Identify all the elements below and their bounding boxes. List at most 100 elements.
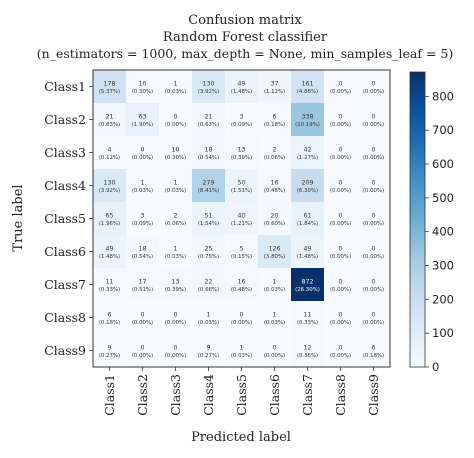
cell-count-label: 17 (138, 279, 146, 286)
heatmap-cell (126, 136, 160, 170)
cell-count-label: 49 (303, 246, 311, 253)
cell-percent-label: (0.00%) (363, 89, 384, 95)
cell-count-label: 9 (206, 345, 210, 352)
cell-percent-label: (0.18%) (363, 353, 384, 359)
cell-count-label: 12 (303, 345, 311, 352)
cell-count-label: 0 (338, 213, 342, 220)
heatmap-cell (258, 202, 292, 236)
cell-percent-label: (0.15%) (231, 254, 252, 260)
cell-count-label: 0 (140, 147, 144, 154)
cell-percent-label: (0.00%) (165, 122, 186, 128)
heatmap-cell (357, 334, 391, 368)
heatmap-cell (324, 235, 358, 269)
heatmap-cell (324, 334, 358, 368)
heatmap-cell (93, 301, 127, 335)
cell-count-label: 209 (301, 180, 313, 187)
heatmap-cell (291, 70, 325, 104)
cell-percent-label: (0.30%) (132, 89, 153, 95)
cell-count-label: 872 (301, 279, 313, 286)
cell-percent-label: (0.39%) (231, 155, 252, 161)
cell-count-label: 0 (371, 279, 375, 286)
chart-subtitle: Random Forest classifier (163, 30, 328, 45)
cell-count-label: 0 (239, 312, 243, 319)
cell-percent-label: (0.12%) (99, 155, 120, 161)
cell-percent-label: (0.63%) (198, 122, 219, 128)
cell-count-label: 22 (204, 279, 212, 286)
cell-percent-label: (0.06%) (264, 155, 285, 161)
heatmap-cell (225, 136, 259, 170)
heatmap-cell (225, 334, 259, 368)
heatmap-cell (192, 70, 226, 104)
cell-percent-label: (0.00%) (330, 122, 351, 128)
cell-count-label: 1 (173, 246, 177, 253)
cell-count-label: 18 (204, 147, 212, 154)
heatmap-cell (159, 235, 193, 269)
heatmap-cell (93, 70, 127, 104)
cell-percent-label: (4.86%) (297, 89, 318, 95)
heatmap-cell (192, 235, 226, 269)
cell-percent-label: (0.36%) (297, 353, 318, 359)
chart-title: Confusion matrix (188, 13, 302, 28)
heatmap-cell (357, 202, 391, 236)
cell-count-label: 20 (270, 213, 278, 220)
cell-percent-label: (1.48%) (99, 254, 120, 260)
cell-percent-label: (0.00%) (132, 155, 153, 161)
cell-percent-label: (1.51%) (231, 188, 252, 194)
cell-count-label: 0 (371, 114, 375, 121)
heatmap-cell (291, 169, 325, 203)
cell-percent-label: (1.54%) (198, 221, 219, 227)
cell-count-label: 0 (371, 213, 375, 220)
cell-count-label: 50 (237, 180, 245, 187)
cell-percent-label: (26.30%) (295, 287, 320, 293)
cell-count-label: 18 (138, 246, 146, 253)
cell-count-label: 25 (204, 246, 212, 253)
cell-percent-label: (0.06%) (165, 221, 186, 227)
heatmap-cell (225, 235, 259, 269)
cell-percent-label: (0.00%) (363, 221, 384, 227)
heatmap-cell (126, 334, 160, 368)
cell-count-label: 3 (140, 213, 144, 220)
heatmap-cell (291, 235, 325, 269)
cell-percent-label: (0.00%) (363, 287, 384, 293)
cell-count-label: 0 (338, 114, 342, 121)
row-tick-label: Class7 (44, 277, 86, 292)
heatmap-cell (324, 169, 358, 203)
cell-count-label: 51 (204, 213, 212, 220)
cell-count-label: 0 (338, 246, 342, 253)
cell-percent-label: (0.03%) (165, 89, 186, 95)
cell-percent-label: (6.30%) (297, 188, 318, 194)
cell-percent-label: (0.00%) (363, 188, 384, 194)
heatmap-cell (192, 301, 226, 335)
heatmap-cell (93, 136, 127, 170)
cell-percent-label: (0.27%) (99, 353, 120, 359)
cell-count-label: 161 (301, 81, 313, 88)
heatmap-cell (357, 136, 391, 170)
cell-percent-label: (1.27%) (297, 155, 318, 161)
heatmap-cell (126, 202, 160, 236)
cell-count-label: 37 (270, 81, 278, 88)
colorbar-tick-label: 100 (432, 326, 454, 340)
cell-percent-label: (0.18%) (264, 122, 285, 128)
row-tick-label: Class4 (44, 178, 86, 193)
heatmap-cell (258, 235, 292, 269)
heatmap-cell (159, 268, 193, 302)
cell-percent-label: (0.03%) (165, 188, 186, 194)
column-tick-labels: Class1 Class2 Class3 Class4 Class5 Class6 Clas… (102, 367, 381, 416)
cell-percent-label: (0.00%) (165, 320, 186, 326)
colorbar-tick-label: 0 (432, 360, 439, 374)
cell-count-label: 16 (270, 180, 278, 187)
heatmap-cell (324, 103, 358, 137)
column-tick-label: Class7 (300, 374, 315, 416)
cell-percent-label: (1.96%) (99, 221, 120, 227)
chart-params: (n_estimators = 1000, max_depth = None, … (37, 46, 453, 61)
cell-percent-label: (0.27%) (198, 353, 219, 359)
colorbar-tick-label: 700 (432, 123, 454, 137)
cell-count-label: 5 (239, 246, 243, 253)
cell-percent-label: (0.00%) (165, 353, 186, 359)
cell-count-label: 1 (173, 180, 177, 187)
heatmap-cell (159, 301, 193, 335)
cell-percent-label: (0.63%) (99, 122, 120, 128)
heatmap-cell (225, 268, 259, 302)
cell-percent-label: (0.00%) (231, 320, 252, 326)
cell-count-label: 0 (140, 345, 144, 352)
